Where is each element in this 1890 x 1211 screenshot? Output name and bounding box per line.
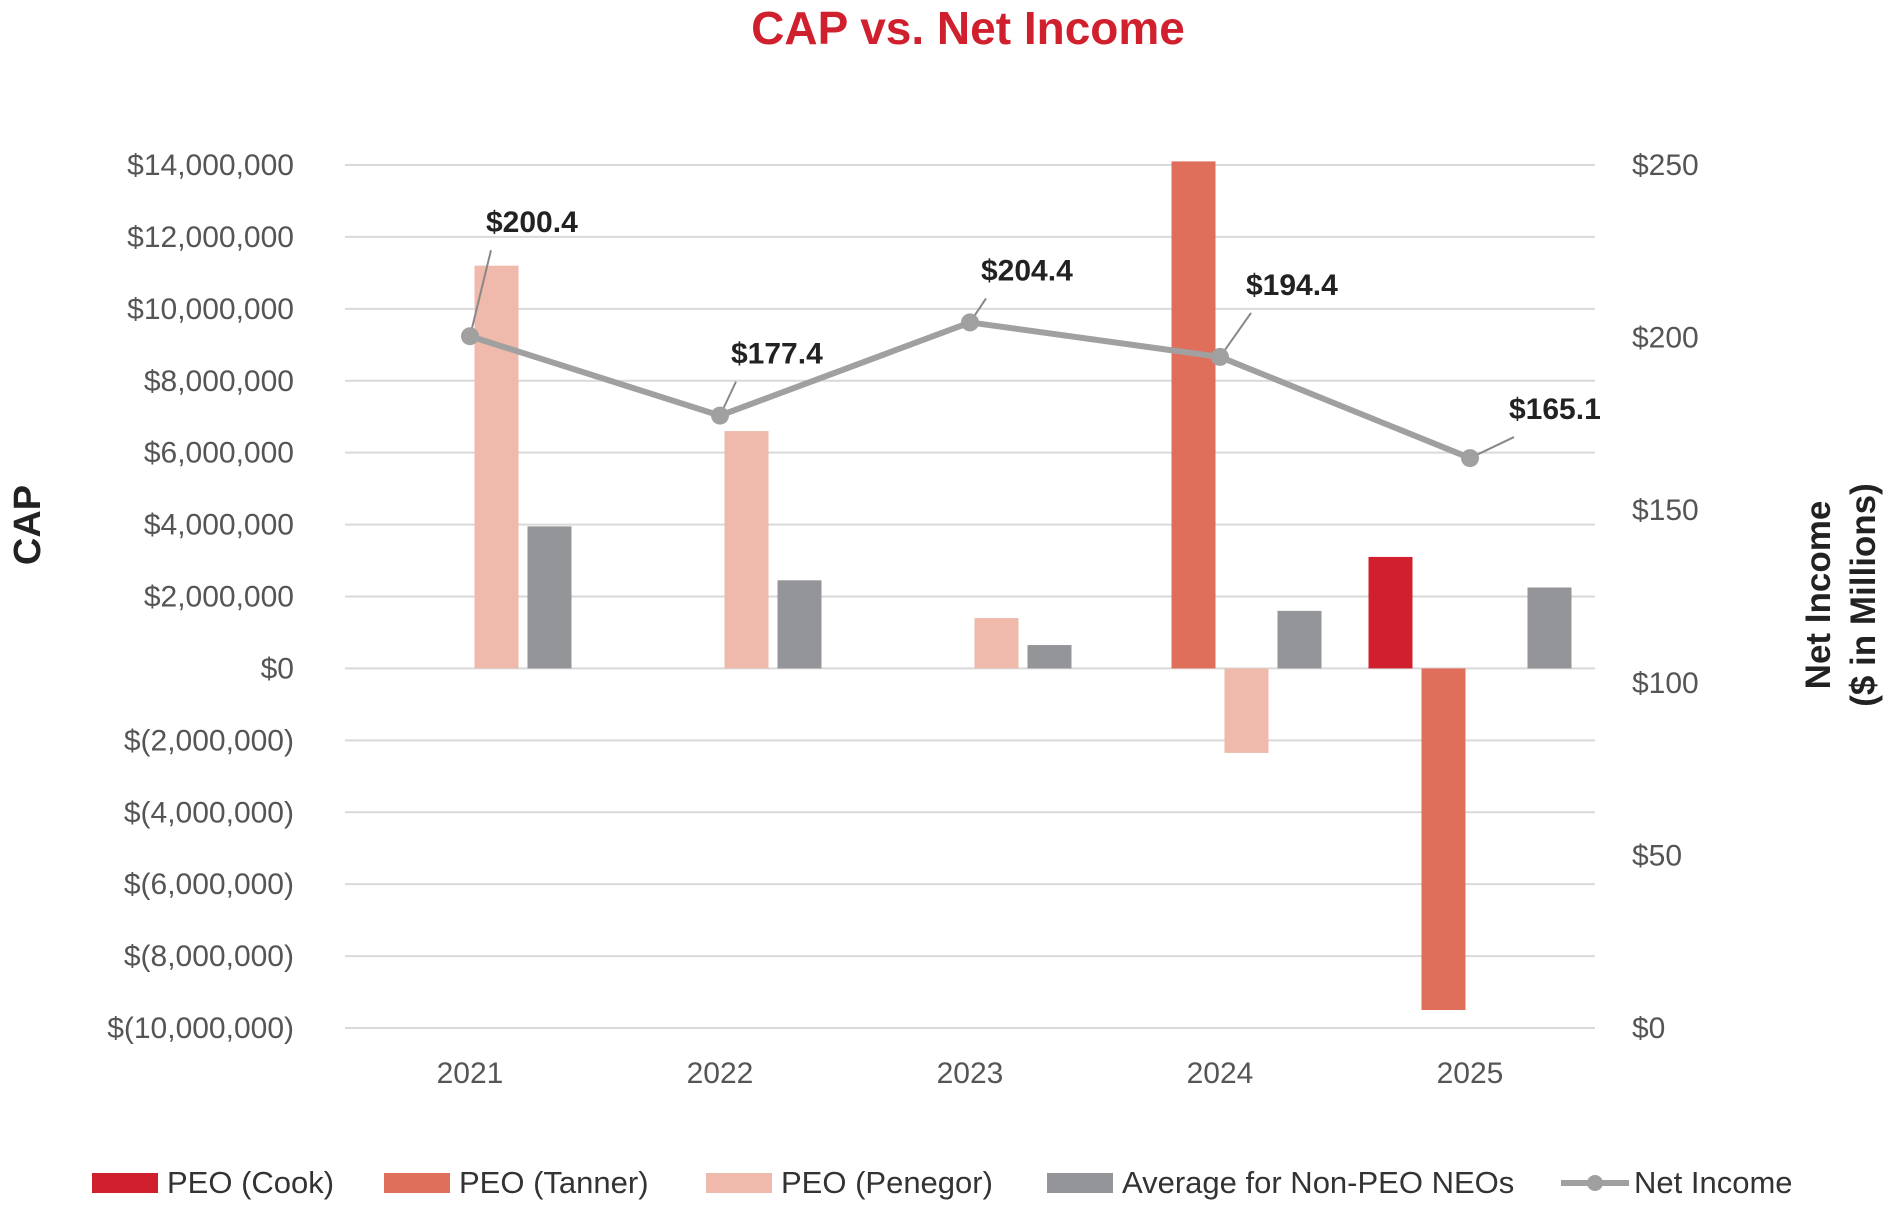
y-axis-right: $250 $200 $150 $100 $50 $0 (1632, 149, 1699, 1045)
y-tick-label: $6,000,000 (144, 437, 294, 470)
bar (1368, 556, 1413, 669)
legend-swatch (384, 1173, 450, 1193)
net-income-data-label: $204.4 (981, 254, 1073, 287)
y-axis-left: $14,000,000 $12,000,000 $10,000,000 $8,000,… (107, 149, 294, 1045)
bar (1277, 610, 1322, 669)
bar (527, 526, 572, 669)
y2-tick-label: $200 (1632, 322, 1699, 355)
x-axis: 2021 2022 2023 2024 2025 (437, 1057, 1504, 1090)
net-income-line: $200.4 $177.4 $204.4 $194.4 $165.1 (461, 206, 1601, 468)
y-tick-label: $14,000,000 (127, 149, 294, 182)
y-tick-label: $4,000,000 (144, 509, 294, 542)
x-tick-label: 2022 (687, 1057, 754, 1090)
bar (724, 431, 769, 669)
legend-label: Net Income (1634, 1165, 1793, 1200)
y-tick-label: $(4,000,000) (124, 796, 294, 829)
y-tick-label: $8,000,000 (144, 365, 294, 398)
x-tick-label: 2023 (937, 1057, 1004, 1090)
y2-tick-label: $0 (1632, 1012, 1665, 1045)
y-axis-title: CAP (7, 485, 49, 565)
y-tick-label: $10,000,000 (127, 293, 294, 326)
legend-label: Average for Non-PEO NEOs (1122, 1165, 1514, 1200)
gridlines (345, 164, 1595, 1029)
net-income-point (1461, 449, 1479, 468)
y-tick-label: $(6,000,000) (124, 868, 294, 901)
legend-label: PEO (Cook) (167, 1165, 334, 1200)
bar (777, 580, 822, 669)
y-tick-label: $(2,000,000) (124, 724, 294, 757)
legend-label: PEO (Tanner) (459, 1165, 649, 1200)
legend-line-marker (1587, 1175, 1603, 1191)
y-tick-label: $2,000,000 (144, 581, 294, 614)
bar (1224, 668, 1269, 753)
y2-axis-title-line1: Net Income (1799, 501, 1838, 690)
legend: PEO (Cook) PEO (Tanner) PEO (Penegor) Avera… (92, 1165, 1793, 1200)
legend-swatch (92, 1173, 158, 1193)
legend-swatch (706, 1173, 772, 1193)
y-tick-label: $(10,000,000) (107, 1012, 294, 1045)
bar (1171, 161, 1216, 669)
net-income-point (711, 406, 729, 425)
bar (1527, 587, 1572, 669)
legend-label: PEO (Penegor) (781, 1165, 993, 1200)
net-income-data-label: $194.4 (1246, 269, 1338, 302)
y2-axis-title-line2: ($ in Millions) (1844, 483, 1883, 707)
y-tick-label: $(8,000,000) (124, 940, 294, 973)
net-income-point (961, 313, 979, 332)
net-income-point (1211, 347, 1229, 366)
y2-tick-label: $100 (1632, 667, 1699, 700)
x-tick-label: 2024 (1187, 1057, 1254, 1090)
net-income-point (461, 327, 479, 346)
bars (474, 161, 1572, 1011)
net-income-polyline (469, 319, 1472, 461)
y-tick-label: $0 (261, 652, 294, 685)
net-income-data-label: $177.4 (731, 338, 823, 371)
bar (474, 265, 519, 669)
x-tick-label: 2025 (1437, 1057, 1504, 1090)
bar (974, 618, 1019, 669)
net-income-data-label: $165.1 (1509, 393, 1601, 426)
bar (1027, 645, 1072, 669)
y2-tick-label: $250 (1632, 149, 1699, 182)
x-tick-label: 2021 (437, 1057, 504, 1090)
data-label-leader (469, 249, 492, 337)
y2-tick-label: $150 (1632, 494, 1699, 527)
bar (1421, 668, 1466, 1011)
legend-swatch (1047, 1173, 1113, 1193)
y-tick-label: $12,000,000 (127, 221, 294, 254)
chart-title: CAP vs. Net Income (751, 2, 1185, 54)
y2-tick-label: $50 (1632, 839, 1682, 872)
net-income-data-label: $200.4 (486, 206, 578, 239)
